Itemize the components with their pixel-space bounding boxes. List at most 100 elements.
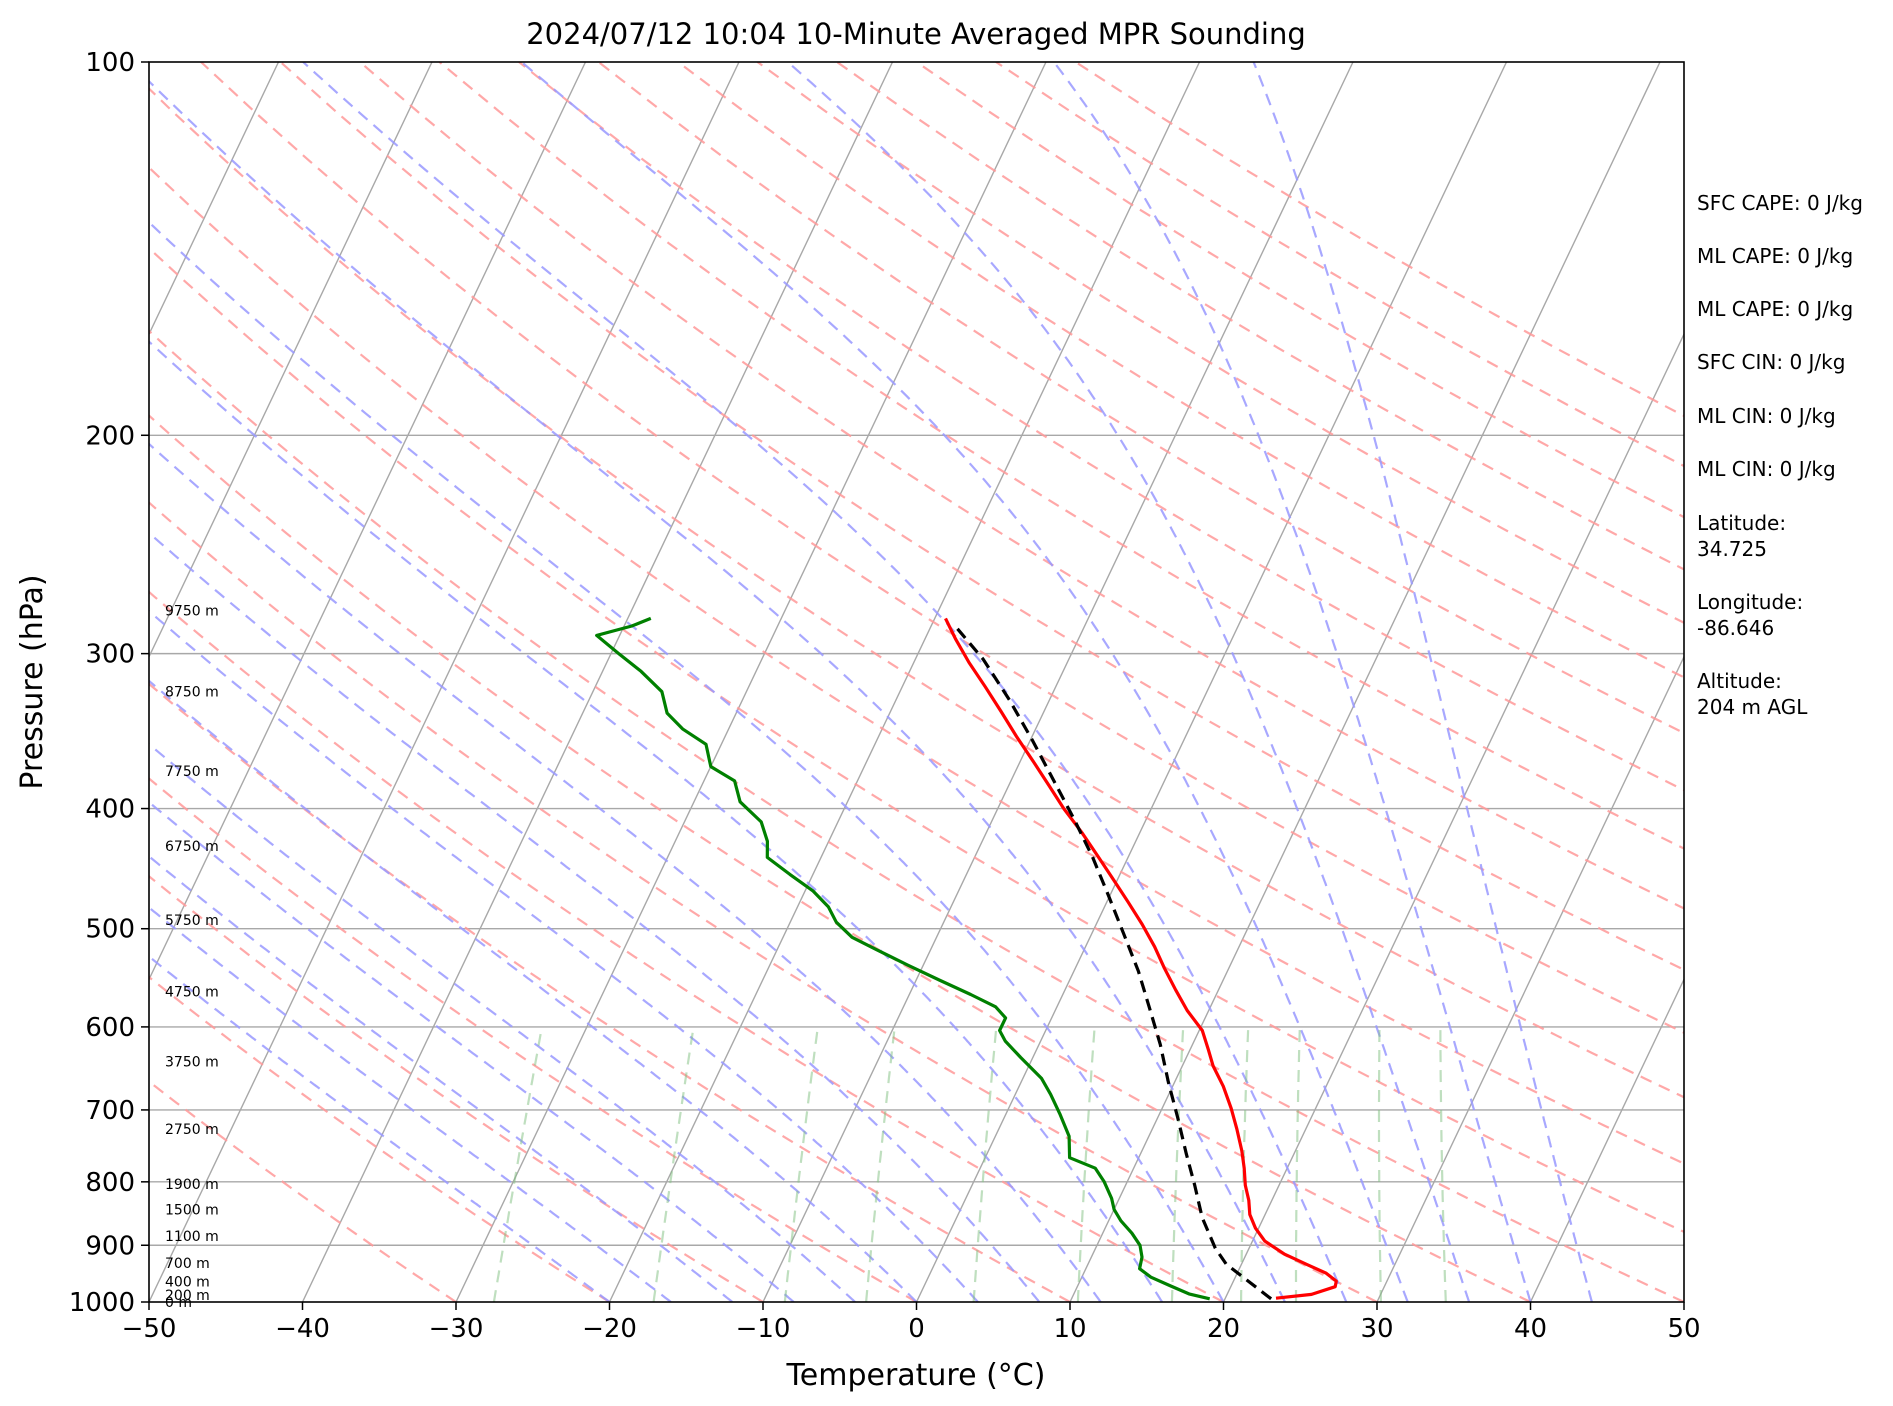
info-text: 34.725 bbox=[1697, 537, 1767, 561]
height-label: 400 m bbox=[165, 1275, 210, 1291]
dry-adiabat-line bbox=[149, 590, 1225, 1302]
profiles bbox=[595, 616, 1338, 1301]
moist-adiabat-line bbox=[302, 62, 1348, 1302]
x-tick-label: 40 bbox=[1514, 1314, 1547, 1344]
dry-adiabat-line bbox=[149, 414, 1531, 1302]
isotherm-line bbox=[301, 62, 894, 1302]
dry-adiabat-line bbox=[438, 62, 1684, 850]
moist-adiabat-line bbox=[1053, 62, 1532, 1302]
info-text: ML CIN: 0 J/kg bbox=[1697, 404, 1836, 428]
moist-adiabat-line bbox=[149, 531, 1041, 1302]
info-panel: SFC CAPE: 0 J/kg ML CAPE: 0 J/kg ML CAPE: … bbox=[1697, 191, 1863, 719]
y-tick-label: 700 bbox=[85, 1096, 135, 1126]
y-tick-label: 400 bbox=[85, 795, 135, 825]
mixing-ratio-line bbox=[865, 1026, 896, 1302]
mixing-ratio-line bbox=[972, 1026, 998, 1302]
mixing-ratio-line bbox=[652, 1026, 695, 1302]
x-tick-label: 10 bbox=[1053, 1314, 1086, 1344]
isotherm-line bbox=[1222, 332, 1684, 1302]
isotherm-line bbox=[149, 62, 280, 336]
isotherm-line bbox=[608, 62, 1201, 1302]
moist-adiabat-line bbox=[149, 854, 734, 1302]
x-tick-label: 50 bbox=[1667, 1314, 1700, 1344]
x-tick-label: −10 bbox=[736, 1314, 791, 1344]
mixing-ratio-line bbox=[1240, 1026, 1250, 1302]
height-label: 1500 m bbox=[165, 1202, 219, 1218]
series-line-1 bbox=[944, 617, 1338, 1300]
moist-adiabat-line bbox=[787, 62, 1471, 1302]
height-label: 700 m bbox=[165, 1256, 210, 1272]
moist-adiabat-line bbox=[149, 340, 1164, 1302]
height-label: 7750 m bbox=[165, 764, 219, 780]
isotherm-line bbox=[1376, 655, 1684, 1302]
height-label: 3750 m bbox=[165, 1055, 219, 1071]
info-text: Latitude: bbox=[1697, 511, 1786, 535]
y-tick-label: 300 bbox=[85, 640, 135, 670]
mixing-ratio-line bbox=[1170, 1026, 1185, 1302]
dry-adiabat-line bbox=[756, 62, 1684, 625]
height-label: 1100 m bbox=[165, 1229, 219, 1245]
x-tick-label: −40 bbox=[275, 1314, 330, 1344]
x-tick-label: −50 bbox=[122, 1314, 177, 1344]
dry-adiabat-line bbox=[149, 975, 611, 1302]
background-grid bbox=[149, 62, 1684, 1302]
isotherm-line bbox=[1529, 977, 1684, 1302]
y-tick-label: 100 bbox=[85, 48, 135, 78]
y-tick-label: 900 bbox=[85, 1231, 135, 1261]
mixing-ratio-line bbox=[1294, 1026, 1301, 1302]
height-label: 8750 m bbox=[165, 685, 219, 701]
x-tick-label: −20 bbox=[582, 1314, 637, 1344]
chart-title: 2024/07/12 10:04 10-Minute Averaged MPR … bbox=[526, 17, 1306, 51]
y-tick-label: 500 bbox=[85, 915, 135, 945]
x-tick-label: 0 bbox=[908, 1314, 925, 1344]
mixing-ratio-line bbox=[1076, 1026, 1096, 1302]
y-tick-label: 600 bbox=[85, 1013, 135, 1043]
isotherm-line bbox=[149, 62, 740, 1302]
dry-adiabat-line bbox=[149, 87, 1684, 1099]
moist-adiabat-line bbox=[149, 955, 611, 1302]
mixing-ratio-line bbox=[783, 1026, 819, 1302]
dry-adiabat-line bbox=[518, 62, 1684, 792]
info-text: ML CAPE: 0 J/kg bbox=[1697, 297, 1853, 321]
dry-adiabat-line bbox=[149, 329, 1684, 1302]
moist-adiabat-line bbox=[1252, 62, 1593, 1302]
moist-adiabat-line bbox=[149, 79, 1286, 1302]
height-label: 6750 m bbox=[165, 839, 219, 855]
mixing-ratio-line bbox=[1439, 1026, 1447, 1302]
moist-adiabat-line bbox=[149, 609, 979, 1302]
info-text: Longitude: bbox=[1697, 590, 1803, 614]
mixing-ratio-line bbox=[1377, 1026, 1382, 1302]
info-text: ML CAPE: 0 J/kg bbox=[1697, 244, 1853, 268]
height-label: 9750 m bbox=[165, 604, 219, 620]
x-axis-label: Temperature (°C) bbox=[786, 1358, 1046, 1393]
height-label: 2750 m bbox=[165, 1122, 219, 1138]
x-tick-label: −30 bbox=[429, 1314, 484, 1344]
info-text: 204 m AGL bbox=[1697, 695, 1808, 719]
moist-adiabat-line bbox=[149, 442, 1102, 1302]
isotherm-line bbox=[149, 62, 433, 659]
dry-adiabat-line bbox=[149, 166, 1684, 1165]
moist-adiabat-line bbox=[520, 62, 1409, 1302]
x-tick-label: 30 bbox=[1360, 1314, 1393, 1344]
dry-adiabat-line bbox=[200, 62, 1684, 1034]
isotherm-line bbox=[915, 62, 1508, 1302]
info-text: SFC CIN: 0 J/kg bbox=[1697, 350, 1845, 374]
height-label: 4750 m bbox=[165, 985, 219, 1001]
dry-adiabat-line bbox=[149, 246, 1684, 1234]
y-tick-label: 200 bbox=[85, 421, 135, 451]
y-tick-label: 800 bbox=[85, 1168, 135, 1198]
moist-adiabat-line bbox=[149, 906, 672, 1302]
isotherm-line bbox=[762, 62, 1354, 1302]
info-text: ML CIN: 0 J/kg bbox=[1697, 457, 1836, 481]
y-axis: 100 200 300 400 500 600 700 800 900 1000 bbox=[69, 48, 149, 1318]
info-text: -86.646 bbox=[1697, 616, 1774, 640]
moist-adiabat-line bbox=[149, 679, 918, 1302]
moist-adiabat-line bbox=[149, 220, 1225, 1302]
y-axis-label: Pressure (hPa) bbox=[15, 574, 50, 789]
series-line-3 bbox=[595, 616, 1211, 1301]
info-text: SFC CAPE: 0 J/kg bbox=[1697, 191, 1863, 215]
mixing-ratio-line bbox=[492, 1026, 543, 1302]
isotherm-line bbox=[455, 62, 1047, 1302]
